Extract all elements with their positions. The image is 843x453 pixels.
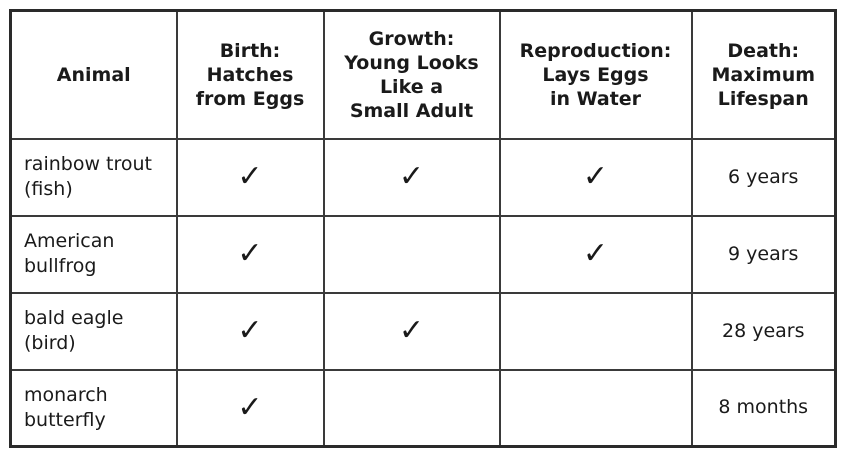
checkmark-icon: ✓ <box>398 313 425 348</box>
animal-name-cell: bald eagle (bird) <box>9 291 178 371</box>
birth-cell: ✓ <box>175 368 325 448</box>
animal-name-cell: rainbow trout (fish) <box>9 137 178 217</box>
birth-cell: ✓ <box>175 137 325 217</box>
checkmark-icon: ✓ <box>398 159 425 194</box>
growth-cell <box>322 368 501 448</box>
animal-name-cell: monarch butterfly <box>9 368 178 448</box>
table-row: bald eagle (bird) ✓ ✓ 28 years <box>9 291 837 371</box>
column-header-birth: Birth: Hatches from Eggs <box>175 9 325 140</box>
max-lifespan-cell: 28 years <box>690 291 837 371</box>
column-header-growth: Growth: Young Looks Like a Small Adult <box>322 9 501 140</box>
growth-cell: ✓ <box>322 291 501 371</box>
table-row: monarch butterfly ✓ 8 months <box>9 368 837 448</box>
checkmark-icon: ✓ <box>582 159 609 194</box>
reproduction-cell <box>498 291 693 371</box>
checkmark-icon: ✓ <box>237 313 263 348</box>
max-lifespan-cell: 8 months <box>690 368 837 448</box>
table-row: rainbow trout (fish) ✓ ✓ ✓ 6 years <box>9 137 837 217</box>
column-header-reproduction: Reproduction: Lays Eggs in Water <box>498 9 693 140</box>
table-body: rainbow trout (fish) ✓ ✓ ✓ 6 years American b… <box>9 137 837 448</box>
growth-cell <box>322 214 501 294</box>
birth-cell: ✓ <box>175 291 325 371</box>
checkmark-icon: ✓ <box>237 159 263 194</box>
animal-name-cell: American bullfrog <box>9 214 178 294</box>
reproduction-cell: ✓ <box>498 214 693 294</box>
reproduction-cell: ✓ <box>498 137 693 217</box>
growth-cell: ✓ <box>322 137 501 217</box>
column-header-animal: Animal <box>9 9 178 140</box>
column-header-death: Death: Maximum Lifespan <box>690 9 837 140</box>
animal-life-cycle-table: Animal Birth: Hatches from Eggs Growth: … <box>9 9 837 448</box>
checkmark-icon: ✓ <box>582 236 609 271</box>
birth-cell: ✓ <box>175 214 325 294</box>
table-row: American bullfrog ✓ ✓ 9 years <box>9 214 837 294</box>
table-header-row: Animal Birth: Hatches from Eggs Growth: … <box>9 9 837 140</box>
max-lifespan-cell: 6 years <box>690 137 837 217</box>
max-lifespan-cell: 9 years <box>690 214 837 294</box>
checkmark-icon: ✓ <box>237 389 263 425</box>
reproduction-cell <box>498 368 693 448</box>
checkmark-icon: ✓ <box>237 236 263 271</box>
